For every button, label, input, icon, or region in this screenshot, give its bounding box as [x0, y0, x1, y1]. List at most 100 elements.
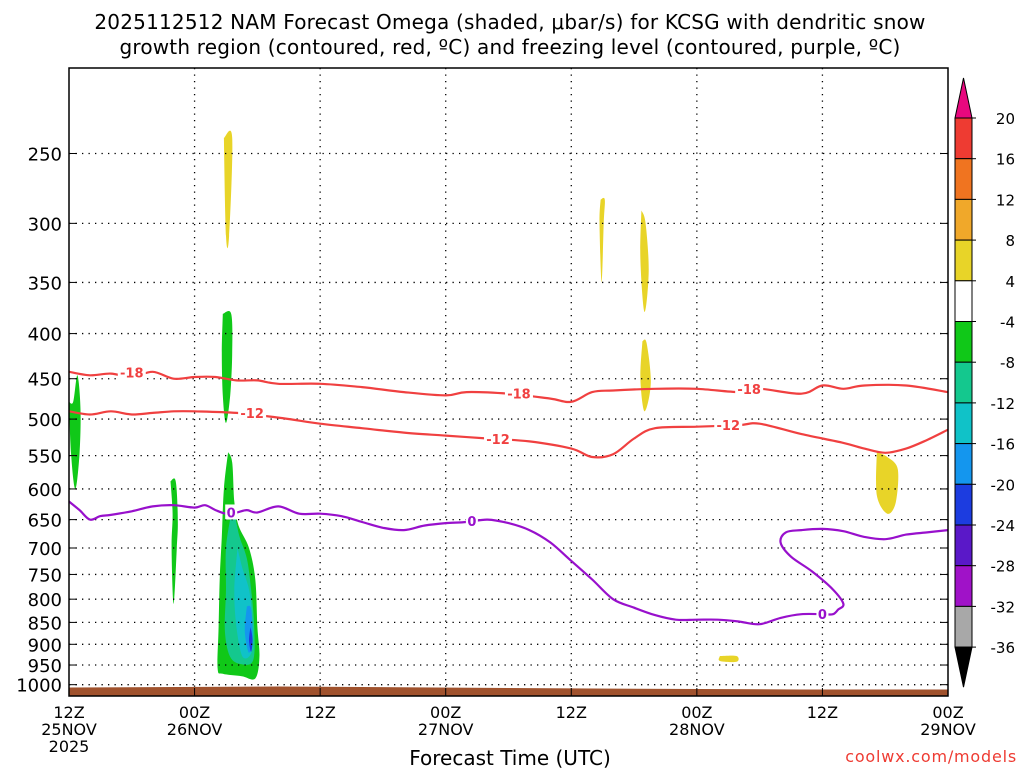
contour-label-bg	[238, 404, 267, 420]
colorbar-swatch	[954, 565, 973, 607]
omega-region	[640, 339, 651, 412]
x-tick-label: 00Z	[430, 703, 461, 722]
contour-label-bg	[484, 431, 513, 447]
x-tick-label: 29NOV	[920, 720, 976, 739]
x-tick-label: 12Z	[807, 703, 838, 722]
colorbar-swatch	[954, 158, 973, 200]
colorbar-swatch	[954, 483, 973, 526]
omega-region	[640, 210, 649, 312]
y-tick-label: 550	[28, 447, 62, 468]
x-tick-label: 12Z	[556, 703, 587, 722]
contour-label-bg	[816, 606, 829, 622]
y-tick-label: 450	[28, 370, 62, 391]
x-tick-label: 12Z	[304, 703, 335, 722]
y-tick-label: 400	[28, 325, 62, 346]
chart-title-line-2: growth region (contoured, red, ºC) and f…	[119, 35, 900, 59]
omega-region	[223, 130, 233, 249]
contour-label: 0	[818, 608, 827, 623]
colorbar-swatch	[954, 280, 973, 322]
colorbar-label: -16	[991, 436, 1016, 454]
colorbar: 20 16 12 8 4 -4 -8 -12 -16 -20 -24 -28 -32 -36	[954, 77, 1016, 688]
colorbar-label: -8	[1000, 354, 1015, 372]
contour-label-bg	[225, 504, 238, 520]
plot-background	[69, 68, 948, 696]
x-tick-label: 2025	[49, 737, 90, 756]
colorbar-swatch	[954, 198, 973, 241]
contour-label: -12	[717, 419, 741, 434]
contour-label: -18	[737, 383, 761, 398]
y-tick-label: 600	[28, 480, 62, 501]
contours: -18 -18 -18 -12 -12 -12 0 0 0	[69, 364, 948, 626]
x-tick-label: 28NOV	[669, 720, 725, 739]
x-tick-label: 27NOV	[418, 720, 474, 739]
y-tick-label: 900	[28, 635, 62, 656]
contour-line	[69, 410, 948, 459]
colorbar-label: 16	[996, 151, 1015, 169]
colorbar-label: 4	[1005, 273, 1015, 291]
y-tick-label: 800	[28, 590, 62, 611]
x-tick-label: 00Z	[681, 703, 712, 722]
y-tick-label: 650	[28, 511, 62, 532]
contour-label-bg	[735, 380, 764, 396]
colorbar-swatch	[954, 361, 973, 404]
credit-text: coolwx.com/models	[845, 747, 1017, 766]
y-tick-label: 700	[28, 539, 62, 560]
grid	[69, 68, 948, 696]
colorbar-label: -12	[991, 395, 1016, 413]
colorbar-swatch	[954, 77, 973, 119]
y-tick-label: 750	[28, 565, 62, 586]
terrain	[69, 686, 948, 696]
colorbar-label: -20	[991, 476, 1016, 494]
x-tick-label: 12Z	[53, 703, 84, 722]
contour-label: -12	[486, 433, 510, 448]
omega-region	[69, 375, 81, 489]
y-tick-label: 500	[28, 410, 62, 431]
y-tick-label: 300	[28, 214, 62, 235]
colorbar-label: -4	[1000, 314, 1015, 332]
chart-title-line-1: 2025112512 NAM Forecast Omega (shaded, μ…	[94, 10, 925, 34]
contour-line	[69, 370, 948, 404]
omega-region	[718, 655, 739, 663]
x-tick-label: 00Z	[932, 703, 963, 722]
x-tick-label: 00Z	[179, 703, 210, 722]
omega-region	[248, 626, 253, 652]
colorbar-label: 12	[996, 191, 1015, 209]
contour-label-bg	[465, 512, 478, 528]
contour-label: -18	[507, 388, 531, 403]
contour-label-bg	[714, 417, 743, 433]
colorbar-label: -36	[991, 639, 1016, 657]
y-tick-label: 350	[28, 273, 62, 294]
contour-label-bg	[117, 364, 146, 380]
terrain-fill	[69, 686, 948, 696]
colorbar-label: -24	[991, 517, 1016, 535]
contour-label: -18	[120, 367, 144, 382]
y-tick-label: 850	[28, 613, 62, 634]
x-axis-label: Forecast Time (UTC)	[409, 746, 611, 768]
x-tick-label: 26NOV	[167, 720, 223, 739]
colorbar-swatch	[954, 605, 973, 648]
colorbar-swatch	[954, 402, 973, 445]
omega-region	[599, 197, 605, 283]
y-tick-label: 950	[28, 656, 62, 677]
contour-label: 0	[467, 515, 476, 530]
colorbar-label: -28	[991, 558, 1016, 576]
colorbar-swatch	[954, 117, 973, 160]
colorbar-label: -32	[991, 598, 1016, 616]
contour-label-bg	[504, 385, 533, 401]
contour-label: -12	[240, 407, 264, 422]
colorbar-swatch	[954, 443, 973, 485]
omega-region	[170, 478, 178, 604]
colorbar-swatch	[954, 321, 973, 363]
colorbar-label: 20	[996, 110, 1015, 128]
omega-region	[876, 452, 899, 514]
y-axis: 2503003504004505005506006507007508008509…	[16, 144, 948, 697]
y-tick-label: 250	[28, 144, 62, 165]
plot-frame	[68, 67, 949, 697]
colorbar-swatch	[954, 646, 973, 688]
contour-line	[69, 500, 948, 626]
omega-region	[221, 311, 233, 423]
colorbar-label: 8	[1005, 232, 1015, 250]
colorbar-swatch	[954, 239, 973, 282]
